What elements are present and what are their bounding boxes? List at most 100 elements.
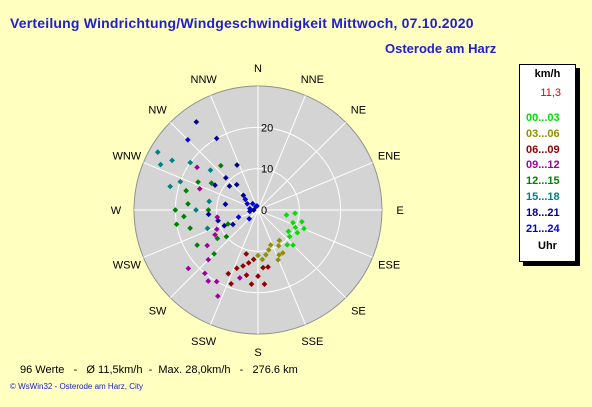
data-point-58 bbox=[206, 198, 212, 205]
data-point-68 bbox=[221, 222, 228, 229]
speed-legend: km/h 11,3 00...03 03...06 06...09 09...1… bbox=[519, 64, 576, 262]
data-point-15 bbox=[276, 252, 282, 258]
data-point-74 bbox=[233, 181, 240, 188]
rose-spoke-15 bbox=[210, 95, 259, 211]
legend-range-6: 18...21 bbox=[526, 206, 560, 219]
summary-stats: 96 Werte - Ø 11,5km/h - Max. 28,0km/h - … bbox=[20, 364, 298, 376]
rose-spoke-3 bbox=[257, 162, 373, 211]
radial-tick-labels: 0 10 20 bbox=[261, 122, 273, 217]
data-point-49 bbox=[185, 201, 191, 207]
direction-label-n: N bbox=[254, 63, 262, 75]
credit-line: © WsWin32 - Osterode am Harz, City bbox=[10, 382, 144, 391]
direction-label-s: S bbox=[254, 347, 261, 359]
data-point-95 bbox=[246, 215, 253, 222]
direction-label-ssw: SSW bbox=[191, 336, 217, 348]
direction-label-nnw: NNW bbox=[191, 74, 218, 86]
rose-spoke-5 bbox=[257, 209, 373, 258]
data-point-57 bbox=[193, 207, 199, 213]
data-point-93 bbox=[223, 175, 229, 181]
data-point-86 bbox=[196, 185, 203, 192]
data-point-85 bbox=[242, 196, 249, 203]
data-point-22 bbox=[245, 260, 252, 266]
radial-tick-10: 10 bbox=[261, 164, 273, 176]
data-point-64 bbox=[167, 183, 173, 190]
data-point-46 bbox=[194, 242, 200, 248]
data-point-6 bbox=[290, 242, 296, 248]
data-point-67 bbox=[215, 217, 221, 224]
data-point-31 bbox=[228, 280, 234, 287]
data-point-3 bbox=[294, 229, 301, 236]
data-point-72 bbox=[226, 183, 233, 189]
data-point-70 bbox=[222, 201, 229, 208]
data-point-28 bbox=[243, 272, 250, 278]
data-point-59 bbox=[177, 178, 184, 185]
data-point-48 bbox=[181, 213, 187, 220]
data-point-39 bbox=[204, 242, 211, 249]
radial-tick-0: 0 bbox=[261, 205, 267, 217]
data-point-4 bbox=[285, 228, 292, 235]
data-point-35 bbox=[205, 278, 212, 284]
direction-label-sw: SW bbox=[149, 305, 167, 317]
data-point-41 bbox=[236, 275, 243, 281]
legend-range-2: 06...09 bbox=[526, 143, 560, 156]
direction-label-sse: SSE bbox=[301, 336, 323, 348]
legend-range-5: 15...18 bbox=[526, 191, 560, 203]
data-point-13 bbox=[275, 242, 282, 249]
rose-spoke-13 bbox=[143, 162, 259, 211]
data-point-78 bbox=[247, 208, 253, 215]
data-point-51 bbox=[195, 179, 201, 185]
data-point-19 bbox=[255, 252, 261, 259]
data-point-79 bbox=[244, 200, 251, 207]
legend-range-3: 09...12 bbox=[526, 159, 560, 172]
data-point-40 bbox=[213, 226, 220, 233]
data-point-66 bbox=[205, 211, 212, 218]
data-points bbox=[154, 119, 307, 299]
legend-range-0: 00...03 bbox=[526, 112, 560, 124]
data-point-30 bbox=[248, 281, 255, 287]
rose-spoke-1 bbox=[257, 95, 306, 211]
rose-spoke-9 bbox=[210, 209, 259, 325]
data-point-73 bbox=[240, 192, 247, 199]
data-point-8 bbox=[292, 210, 298, 217]
data-point-1 bbox=[290, 219, 296, 226]
direction-labels: N NNE NE ENE E ESE SE SSE S SSW SW WSW W WNW NW NNW bbox=[111, 63, 404, 359]
data-point-82 bbox=[247, 205, 253, 212]
legend-range-7: 21...24 bbox=[526, 222, 560, 235]
wind-rose bbox=[133, 85, 383, 335]
data-point-23 bbox=[240, 263, 246, 269]
data-point-69 bbox=[230, 221, 236, 228]
data-point-32 bbox=[243, 251, 250, 257]
data-point-7 bbox=[301, 225, 307, 232]
data-point-92 bbox=[234, 162, 240, 168]
data-point-10 bbox=[299, 218, 305, 225]
location-label: Osterode am Harz bbox=[385, 41, 497, 56]
data-point-21 bbox=[250, 256, 257, 263]
direction-label-nne: NNE bbox=[301, 74, 324, 86]
data-point-55 bbox=[205, 207, 212, 213]
data-point-12 bbox=[265, 247, 272, 253]
data-point-89 bbox=[223, 233, 230, 240]
direction-label-ese: ESE bbox=[378, 259, 400, 271]
data-point-16 bbox=[276, 237, 283, 244]
direction-label-ne: NE bbox=[351, 105, 366, 117]
radial-tick-20: 20 bbox=[261, 122, 273, 134]
data-point-9 bbox=[284, 242, 291, 248]
data-point-56 bbox=[204, 225, 211, 232]
data-point-88 bbox=[212, 231, 218, 238]
data-point-90 bbox=[172, 207, 179, 213]
data-point-24 bbox=[233, 265, 240, 272]
data-point-45 bbox=[214, 235, 221, 242]
data-point-71 bbox=[212, 182, 218, 189]
data-point-60 bbox=[157, 161, 164, 168]
data-point-37 bbox=[214, 293, 221, 299]
data-point-65 bbox=[169, 157, 175, 164]
data-point-50 bbox=[183, 187, 189, 194]
direction-label-nw: NW bbox=[148, 105, 167, 117]
legend-range-1: 03...06 bbox=[526, 127, 560, 140]
data-point-20 bbox=[279, 250, 286, 256]
data-point-5 bbox=[286, 233, 293, 240]
data-point-33 bbox=[261, 281, 268, 287]
direction-label-e: E bbox=[396, 205, 403, 217]
data-point-2 bbox=[292, 224, 299, 231]
direction-label-w: W bbox=[111, 205, 122, 217]
